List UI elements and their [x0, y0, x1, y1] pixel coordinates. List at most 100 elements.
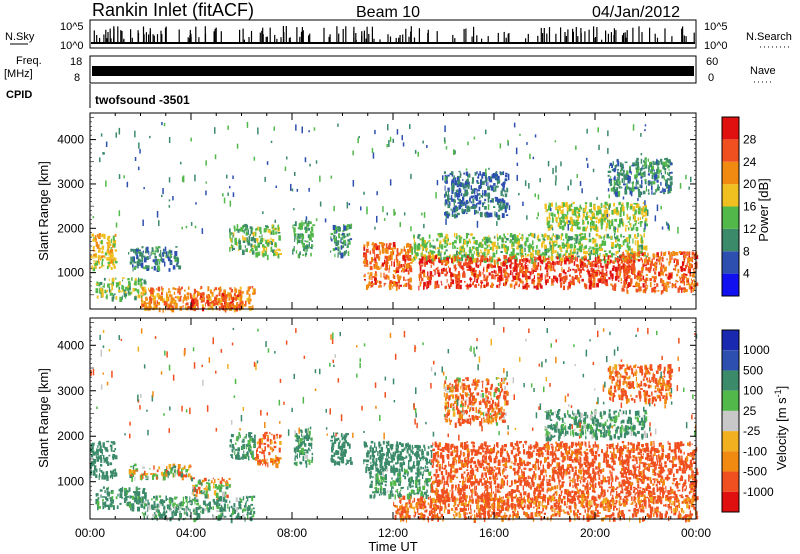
power-cell [393, 261, 395, 267]
power-cell [668, 224, 670, 231]
power-cell [429, 259, 432, 263]
power-cell [92, 216, 95, 219]
power-cell [663, 188, 666, 192]
power-cell [616, 179, 618, 183]
power-cell [608, 277, 611, 280]
power-cell [653, 169, 655, 172]
power-cell [617, 242, 619, 246]
velocity-cell [110, 472, 114, 477]
power-cell [275, 249, 278, 251]
power-cell [150, 251, 152, 256]
power-cell [631, 263, 634, 267]
power-cell [253, 156, 256, 161]
power-cell [571, 209, 574, 215]
power-cell [246, 290, 249, 295]
velocity-cell [136, 490, 139, 497]
noise-spike [537, 35, 539, 43]
power-cell [99, 247, 102, 250]
power-cell [573, 219, 575, 224]
power-cell [388, 245, 391, 249]
power-cell [682, 276, 685, 280]
power-cell [525, 262, 527, 264]
power-cell [386, 275, 390, 279]
power-cell [551, 279, 554, 284]
power-cell [100, 257, 102, 261]
power-cell [645, 223, 648, 227]
power-cell [309, 246, 312, 249]
power-cell [297, 233, 299, 238]
power-cell [451, 214, 454, 217]
power-cell [565, 275, 568, 280]
power-cell [685, 289, 688, 293]
power-cell [581, 233, 584, 236]
power-cell [588, 247, 590, 252]
power-cell [554, 235, 557, 238]
power-cell [620, 265, 623, 270]
power-cell [229, 238, 232, 241]
power-cell [377, 255, 379, 257]
velocity-cell [219, 506, 222, 513]
power-cell [484, 242, 487, 246]
power-cell [434, 269, 436, 274]
power-cell [560, 234, 563, 240]
power-cell [630, 223, 632, 228]
power-cell [403, 212, 406, 216]
power-cell [118, 174, 121, 179]
power-cell [639, 217, 642, 220]
power-cell [493, 206, 496, 208]
power-cell [107, 235, 111, 238]
power-cell [138, 166, 140, 171]
power-cell [643, 288, 647, 292]
velocity-cell [95, 451, 99, 454]
velocity-cell [171, 511, 174, 515]
power-cell [487, 197, 490, 203]
power-cell [576, 255, 580, 258]
power-cell [443, 245, 447, 248]
power-cell [483, 251, 486, 258]
power-cell [487, 283, 489, 287]
power-cell [418, 285, 420, 291]
power-cell [650, 163, 653, 168]
power-cell [352, 180, 355, 187]
power-cell [595, 216, 598, 220]
power-cell [516, 268, 518, 273]
power-cell [383, 218, 386, 221]
velocity-cell [118, 488, 120, 492]
power-cell [487, 186, 491, 191]
power-cell [624, 188, 628, 193]
power-cell [562, 280, 565, 285]
power-cell [166, 296, 170, 302]
power-cell [628, 268, 631, 274]
power-cell [244, 245, 246, 248]
power-cell [664, 170, 666, 175]
velocity-cell [100, 449, 103, 453]
power-cell [473, 251, 475, 255]
power-cell [364, 279, 366, 281]
power-cell [609, 182, 612, 187]
velocity-cell [200, 506, 202, 509]
power-cell [519, 233, 521, 235]
power-cell [332, 224, 336, 230]
power-cell [615, 251, 617, 257]
power-cell [423, 281, 426, 287]
power-cell [454, 213, 457, 219]
power-cell [319, 175, 321, 182]
velocity-cell [212, 498, 215, 503]
power-cell [474, 172, 477, 176]
power-cell [610, 187, 614, 192]
power-cell [113, 263, 115, 267]
velocity-cell [246, 506, 250, 512]
power-cell [408, 256, 411, 258]
velocity-cell [192, 509, 195, 512]
power-cell [463, 262, 466, 267]
power-cell [476, 182, 480, 184]
power-cell [649, 278, 652, 282]
power-cell [645, 187, 647, 192]
power-cell [454, 256, 457, 262]
power-cell [378, 285, 381, 288]
power-cell [494, 235, 496, 239]
power-cell [427, 271, 429, 277]
power-cell [409, 124, 411, 129]
power-cell [662, 161, 666, 166]
power-cell [234, 293, 236, 297]
